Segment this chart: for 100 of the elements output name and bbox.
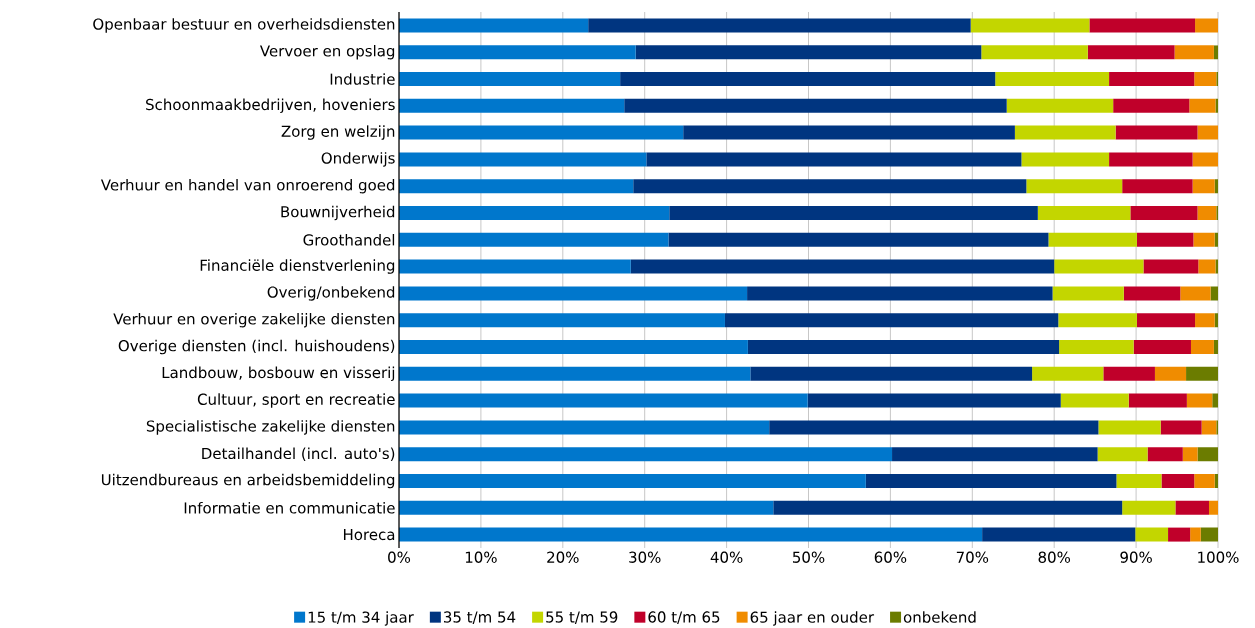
bar (1006, 98, 1114, 113)
y-tick-label: Bouwnijverheid (281, 205, 395, 221)
bar (668, 232, 1049, 247)
bar (1128, 393, 1187, 408)
bar (1210, 286, 1218, 301)
bar (399, 206, 670, 220)
bar (399, 286, 748, 301)
bar (1200, 527, 1218, 542)
bar (1130, 206, 1198, 220)
bar (1194, 473, 1215, 488)
bar (1136, 232, 1194, 247)
bar (1194, 71, 1217, 86)
bar (1214, 179, 1218, 194)
bar (724, 313, 1059, 328)
legend-label: onbekend (903, 611, 976, 623)
y-tick-label: Detailhandel (incl. auto's) (202, 447, 395, 461)
y-tick-label: Informatie en communicatie (184, 502, 395, 514)
bar (1208, 500, 1218, 515)
bar (1168, 527, 1191, 542)
bar (1143, 259, 1199, 274)
bar (1032, 366, 1104, 381)
bar (995, 71, 1110, 86)
bar (1147, 447, 1183, 462)
legend-label: 55 t/m 59 (546, 611, 618, 624)
y-tick-label: Verhuur en overige zakelijke diensten (113, 312, 395, 328)
bar (1201, 420, 1217, 435)
y-tick-label: Financiële dienstverlening (200, 259, 395, 274)
bar (1109, 71, 1195, 86)
bar (399, 473, 866, 488)
x-tick-label: 50% (792, 551, 825, 563)
bar (1190, 339, 1214, 354)
bar (1192, 152, 1218, 167)
bar (1021, 152, 1110, 167)
bar (1198, 259, 1216, 274)
y-tick-label: Overige diensten (incl. huishoudens) (118, 339, 395, 355)
bar (1037, 206, 1131, 220)
bar (970, 18, 1090, 33)
bar (1197, 206, 1217, 220)
bar (1175, 500, 1209, 515)
bar (1214, 473, 1218, 488)
bar (1136, 313, 1196, 328)
bar (1161, 473, 1195, 488)
bar (1186, 366, 1218, 381)
bar (1195, 313, 1215, 328)
x-tick-label: 30% (629, 551, 661, 563)
x-tick-label: 70% (956, 551, 989, 563)
bar (624, 98, 1007, 113)
bar (1174, 45, 1214, 60)
bar (669, 206, 1038, 220)
y-tick-label: Groothandel (303, 234, 395, 246)
bar (1014, 125, 1116, 140)
bar (399, 71, 621, 86)
bar (1115, 125, 1198, 140)
bar (1048, 232, 1137, 247)
y-tick-label: Uitzendbureaus en arbeidsbemiddeling (101, 473, 395, 489)
y-tick-label: Verhuur en handel van onroerend goed (100, 178, 395, 194)
bar (1213, 45, 1218, 60)
bar (399, 420, 770, 435)
y-tick-label: Landbouw, bosbouw en visserij (162, 366, 395, 382)
bar (1192, 179, 1215, 194)
bar (1109, 152, 1193, 167)
bar (1135, 527, 1169, 542)
legend-label: 15 t/m 34 jaar (308, 611, 414, 626)
bar (1122, 179, 1193, 194)
bar (747, 286, 1053, 301)
bar (1098, 420, 1161, 435)
bar (750, 366, 1033, 381)
bar (1180, 286, 1211, 301)
bar (1193, 232, 1215, 247)
bar (399, 393, 808, 408)
bar (399, 232, 669, 247)
bar (1186, 393, 1213, 408)
y-tick-label: Horeca (343, 529, 395, 541)
bar (399, 500, 774, 515)
bar (1052, 286, 1124, 301)
bar (1113, 98, 1190, 113)
bar (399, 527, 983, 542)
x-tick-label: 20% (547, 551, 579, 563)
bar (1154, 366, 1187, 381)
bar (399, 18, 589, 33)
y-tick-label: Onderwijs (321, 152, 395, 167)
bar (1197, 447, 1218, 462)
bar (1213, 339, 1218, 354)
y-tick-label: Specialistische zakelijke diensten (146, 420, 395, 435)
x-tick-label: 80% (1038, 551, 1071, 563)
bar (635, 45, 982, 60)
bar (399, 259, 631, 274)
x-tick-label: 10% (465, 551, 497, 563)
bar (1197, 125, 1218, 140)
bar (1214, 313, 1218, 328)
bar (399, 125, 684, 140)
bar (865, 473, 1117, 488)
bar (773, 500, 1123, 515)
bar (1190, 527, 1201, 542)
y-tick-label: Openbaar bestuur en overheidsdiensten (93, 18, 395, 33)
bar (1103, 366, 1155, 381)
bar (1214, 232, 1218, 247)
bar (1195, 18, 1218, 33)
y-tick-label: Overig/onbekend (267, 286, 395, 301)
bar (588, 18, 971, 33)
